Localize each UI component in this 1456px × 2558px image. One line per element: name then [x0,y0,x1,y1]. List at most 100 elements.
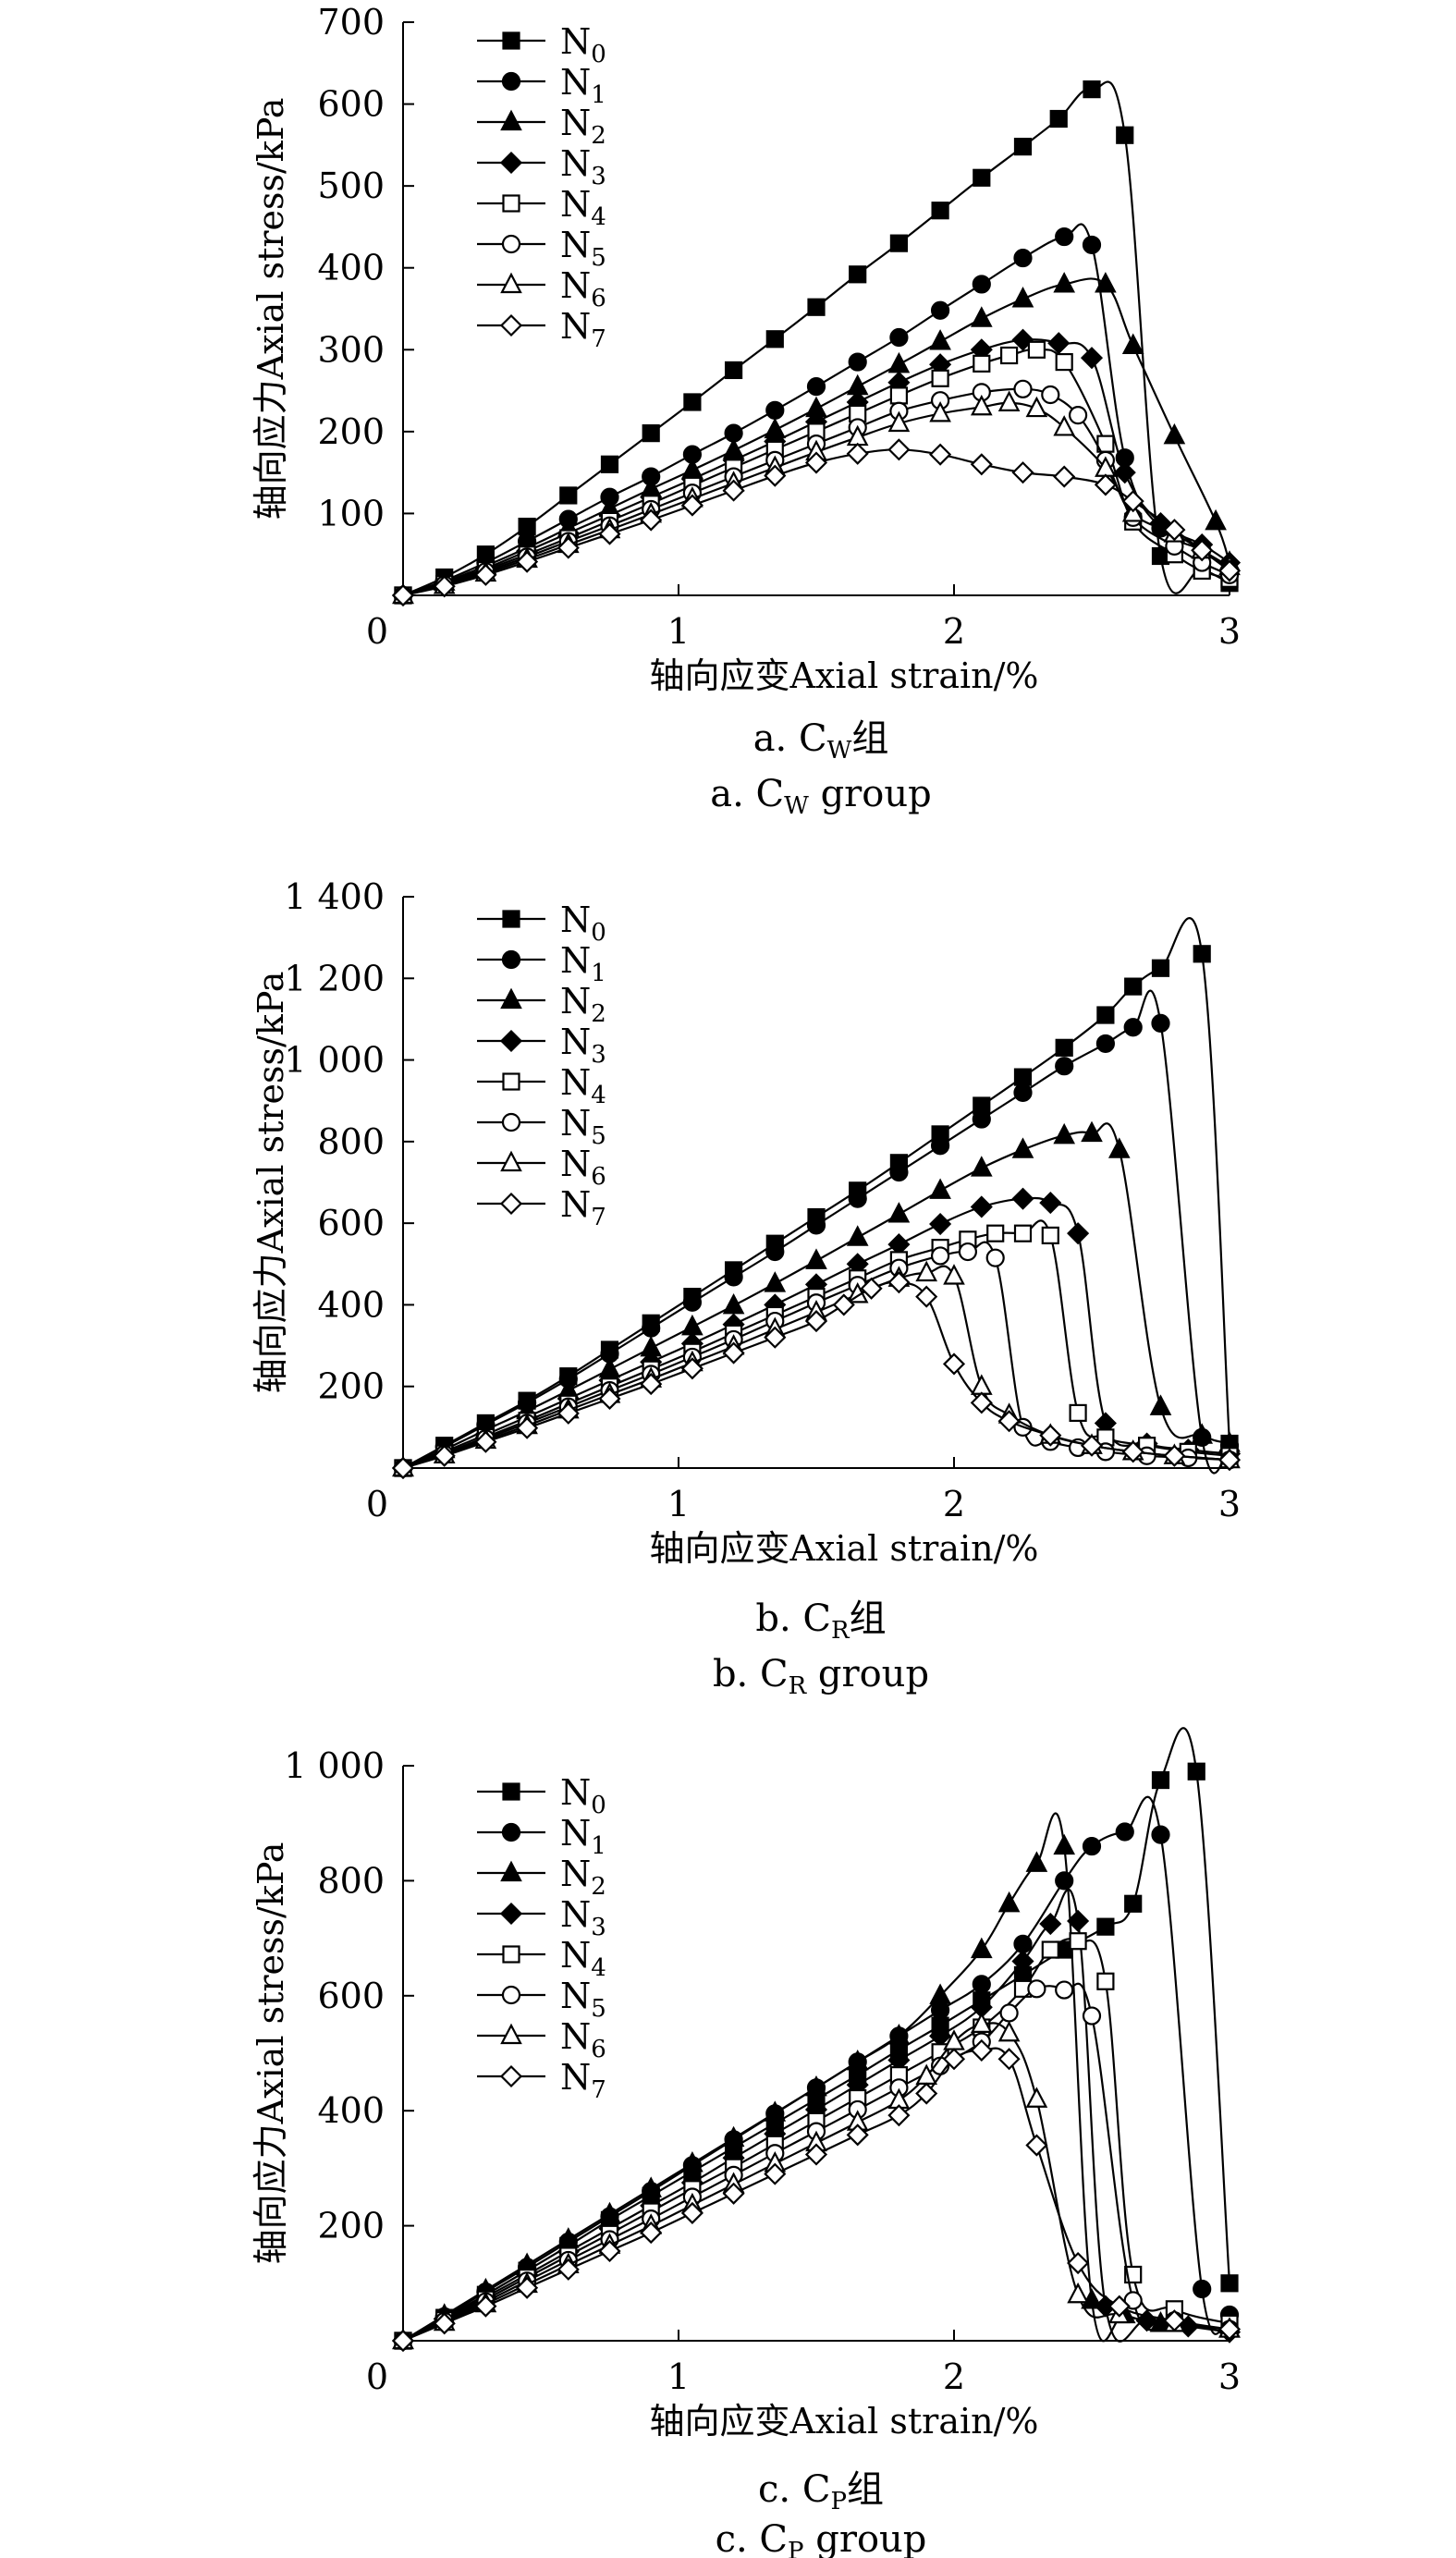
data-point [557,536,580,559]
data-point [1151,1825,1170,1844]
data-point [973,168,991,187]
data-point [942,1352,966,1376]
legend-label: N5 [560,225,606,272]
x-tick-label: 3 [1218,2356,1241,2397]
legend-item-N1: N1 [477,62,606,109]
x-tick-label: 0 [366,1484,388,1524]
data-point [1011,328,1034,351]
legend-label: N5 [560,1976,606,2023]
legend-label: N2 [560,1854,606,1901]
x-tick-label: 2 [943,611,965,652]
data-point [391,2329,415,2353]
data-point [640,2221,663,2245]
legend-marker [499,1902,523,1926]
data-point [1069,1403,1087,1423]
data-point [722,1292,745,1315]
data-point [1080,1434,1104,1457]
data-point [804,2143,828,2166]
data-point [985,1248,1005,1267]
data-point [1053,272,1076,293]
legend-item-N1: N1 [477,940,606,987]
legend-marker [501,234,521,254]
legend-marker [502,1072,520,1091]
data-point [1096,1006,1115,1024]
data-point [600,455,619,473]
data-point [970,1156,993,1177]
legend-marker [500,987,522,1010]
legend-marker [500,1150,522,1172]
data-point [1095,272,1117,293]
data-point [889,1162,909,1182]
data-point [930,300,950,320]
data-point [997,2048,1021,2071]
y-tick-label: 1 000 [284,1040,385,1081]
legend-label: N0 [560,21,606,68]
data-point [1193,945,1211,963]
legend-item-N5: N5 [477,225,606,272]
data-point [1027,1979,1046,1999]
data-point [764,464,787,487]
data-point [474,563,497,586]
data-point [598,522,621,545]
data-point [681,1314,704,1336]
data-point [929,1212,952,1236]
data-point [1193,2279,1212,2299]
data-point [516,1416,539,1439]
data-point [889,386,909,405]
caption-en: a. CW group [710,773,932,820]
x-tick-label: 3 [1218,1484,1241,1524]
data-point [640,1373,663,1396]
legend-item-N2: N2 [477,1854,606,1901]
data-point [887,351,911,373]
data-point [806,1216,826,1235]
legend-label: N7 [560,2057,606,2104]
legend-item-N2: N2 [477,981,606,1028]
series-N7 [391,2038,1242,2353]
data-point [1011,461,1034,484]
data-point [915,1285,938,1308]
data-point [1013,1068,1033,1086]
data-point [433,575,456,598]
data-point [598,1387,621,1411]
legend-label: N2 [560,981,606,1028]
data-point [1039,1424,1062,1447]
data-point [997,2020,1021,2042]
legend-marker [501,1985,521,2005]
legend-item-N2: N2 [477,103,606,150]
legend-marker [501,1822,521,1842]
legend-item-N3: N3 [477,143,606,190]
data-point [1083,80,1101,99]
data-point [1163,422,1186,445]
data-point [929,1983,951,2004]
legend-marker [499,151,523,175]
data-point [942,2048,966,2071]
data-point [970,2038,993,2062]
data-point [986,1224,1005,1242]
data-point [1149,1394,1172,1415]
data-point [807,298,826,316]
data-point [997,1410,1021,1433]
y-tick-label: 400 [317,2090,385,2131]
legend-marker [499,1029,523,1053]
legend-item-N4: N4 [477,184,606,231]
data-point [931,202,949,220]
data-point [1081,1120,1103,1143]
data-point [972,1109,991,1129]
data-point [722,479,745,502]
legend-item-N3: N3 [477,1894,606,1941]
data-point [1011,1187,1034,1210]
x-tick-label: 0 [366,2356,388,2397]
data-point [474,1430,497,1453]
legend-label: N3 [560,1894,606,1941]
data-point [1107,1137,1131,1158]
data-point [1067,2282,1089,2304]
legend-item-N3: N3 [477,1022,606,1069]
legend-item-N5: N5 [477,1976,606,2023]
data-point [832,1293,855,1316]
data-point [722,2125,745,2148]
data-point [804,1310,828,1333]
data-point [1013,138,1033,156]
data-point [1011,287,1034,308]
data-point [860,1277,883,1300]
